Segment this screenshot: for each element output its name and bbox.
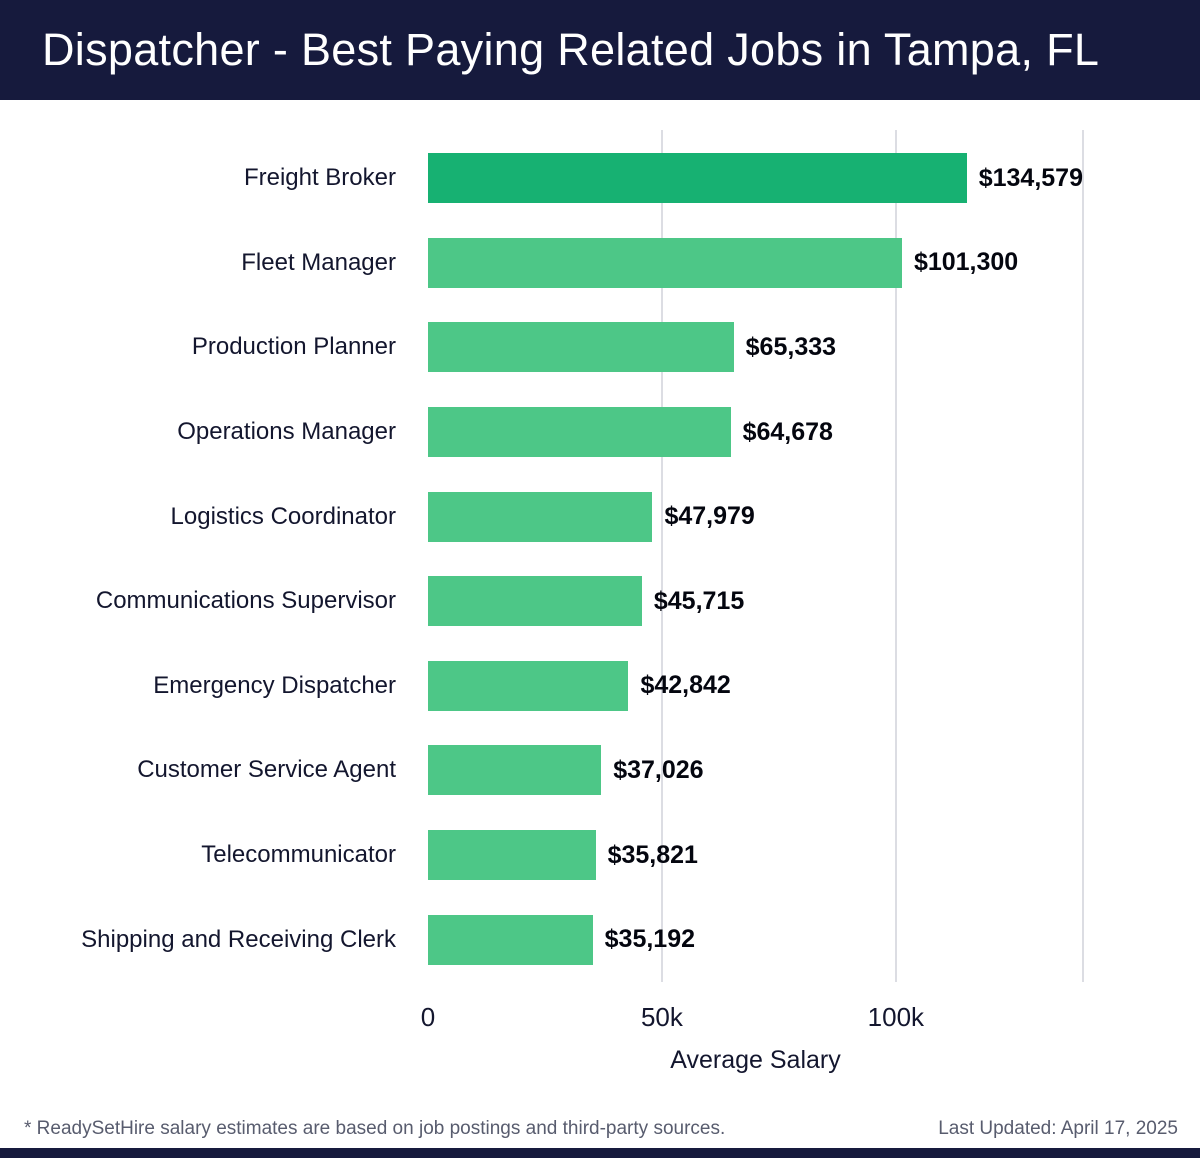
- chart-row: Production Planner $65,333: [0, 305, 1200, 390]
- footer-note: * ReadySetHire salary estimates are base…: [24, 1118, 726, 1139]
- bar-track: $35,821: [428, 830, 1083, 881]
- bar-track: $47,979: [428, 491, 1083, 542]
- value-label: $42,842: [640, 671, 731, 700]
- bar-track: $35,192: [428, 914, 1083, 965]
- last-updated: Last Updated: April 17, 2025: [938, 1118, 1178, 1139]
- chart-row: Telecommunicator $35,821: [0, 813, 1200, 898]
- chart-row: Operations Manager $64,678: [0, 390, 1200, 475]
- chart-row: Shipping and Receiving Clerk $35,192: [0, 897, 1200, 982]
- chart-row: Logistics Coordinator $47,979: [0, 474, 1200, 559]
- x-axis: 0 50k 100k: [421, 990, 1083, 1034]
- x-axis-label: Average Salary: [670, 1045, 841, 1074]
- bar-chart: Freight Broker $134,579 Fleet Manager $101,…: [0, 130, 1200, 982]
- chart-row: Emergency Dispatcher $42,842: [0, 644, 1200, 729]
- chart-row: Fleet Manager $101,300: [0, 221, 1200, 306]
- chart-row: Communications Supervisor $45,715: [0, 559, 1200, 644]
- x-tick: 50k: [640, 1001, 683, 1032]
- bar: [428, 576, 642, 627]
- category-label: Emergency Dispatcher: [153, 671, 396, 699]
- gridline: [894, 130, 897, 982]
- gridlines: [428, 130, 1084, 982]
- x-tick: 0: [420, 1001, 436, 1032]
- bar: [428, 914, 593, 965]
- chart-row: Customer Service Agent $37,026: [0, 728, 1200, 813]
- gridline: [660, 130, 663, 982]
- category-label: Production Planner: [191, 333, 396, 361]
- header-bar: Dispatcher - Best Paying Related Jobs in…: [0, 0, 1200, 100]
- category-label: Shipping and Receiving Clerk: [81, 925, 396, 953]
- value-label: $35,821: [607, 840, 698, 869]
- category-label: Customer Service Agent: [137, 756, 396, 784]
- bar-track: $37,026: [428, 745, 1083, 796]
- category-label: Freight Broker: [243, 164, 396, 192]
- bar-track: $101,300: [428, 237, 1083, 288]
- chart-row: Freight Broker $134,579: [0, 136, 1200, 221]
- bar: [428, 745, 602, 796]
- value-label: $45,715: [653, 586, 745, 615]
- value-label: $47,979: [664, 502, 755, 531]
- value-label: $64,678: [742, 417, 833, 446]
- gridline: [1082, 130, 1084, 982]
- bar: [428, 830, 596, 881]
- bar: [428, 153, 967, 204]
- category-label: Fleet Manager: [241, 248, 396, 276]
- page-title: Dispatcher - Best Paying Related Jobs in…: [42, 24, 1100, 75]
- bottom-strip: [0, 1148, 1200, 1158]
- category-label: Logistics Coordinator: [170, 502, 396, 530]
- bar: [428, 491, 653, 542]
- x-tick: 100k: [867, 1001, 925, 1032]
- value-label: $37,026: [613, 755, 704, 784]
- bar: [428, 237, 902, 288]
- bar-track: $65,333: [428, 322, 1083, 373]
- category-label: Telecommunicator: [201, 841, 396, 869]
- bar: [428, 407, 731, 458]
- chart-rows: Freight Broker $134,579 Fleet Manager $101,…: [0, 136, 1200, 982]
- value-label: $101,300: [913, 248, 1019, 277]
- bar: [428, 322, 734, 373]
- footer: * ReadySetHire salary estimates are base…: [24, 1118, 1178, 1140]
- value-label: $35,192: [604, 925, 696, 954]
- bar-track: $64,678: [428, 407, 1083, 458]
- category-label: Communications Supervisor: [95, 587, 396, 615]
- bar: [428, 660, 629, 711]
- category-label: Operations Manager: [177, 418, 396, 446]
- bar-track: $42,842: [428, 660, 1083, 711]
- bar-track: $134,579: [428, 153, 1083, 204]
- bar-track: $45,715: [428, 576, 1083, 627]
- value-label: $65,333: [745, 332, 837, 361]
- value-label: $134,579: [978, 163, 1083, 192]
